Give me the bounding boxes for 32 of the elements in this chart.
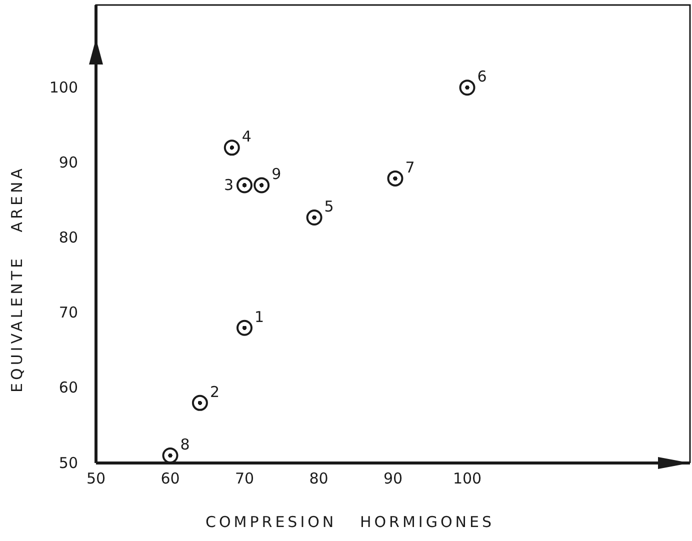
annotation: 4: [242, 128, 252, 146]
point: [387, 170, 404, 186]
point: [254, 177, 270, 194]
x-tick-label: 90: [383, 470, 403, 488]
annotation: 3: [224, 176, 234, 194]
annotation: 9: [272, 165, 282, 184]
x-tick-label: 80: [309, 470, 328, 488]
x-axis-title: COMPRESION HORMIGONES: [206, 513, 494, 531]
annotation: 2: [210, 382, 220, 401]
point: [459, 80, 476, 96]
y-tick-label: 50: [58, 454, 78, 472]
point: [162, 447, 178, 464]
x-tick-label: 100: [452, 470, 482, 488]
y-tick-label: 60: [58, 378, 78, 397]
point: [236, 177, 252, 194]
annotation: 5: [324, 197, 334, 216]
y-tick-label: 100: [49, 78, 78, 96]
point: [306, 209, 322, 226]
y-axis-title: EQUIVALENTE ARENA: [8, 166, 26, 392]
x-tick-label: 60: [160, 470, 180, 488]
point: [224, 140, 240, 156]
y-tick-label: 90: [58, 153, 78, 172]
x-tick-label: 70: [234, 470, 254, 488]
annotation: 6: [477, 68, 487, 86]
point: [192, 394, 208, 411]
point: [236, 320, 252, 336]
y-tick-label: 80: [58, 228, 78, 247]
x-tick-label: 50: [86, 470, 106, 488]
annotation: 8: [180, 435, 190, 454]
annotation: 7: [405, 158, 415, 176]
y-tick-label: 70: [58, 304, 78, 322]
annotation: 1: [254, 308, 264, 326]
